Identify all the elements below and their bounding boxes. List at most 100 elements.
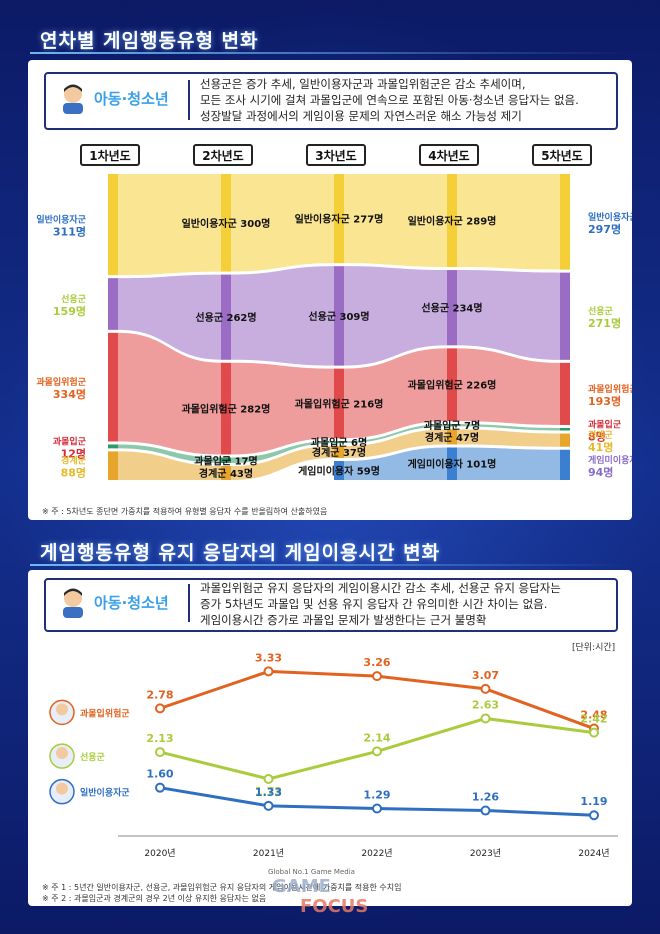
sankey-flows: [118, 174, 560, 480]
sankey-node: [447, 348, 457, 422]
data-point: [589, 727, 599, 738]
watermark-tagline: Global No.1 Game Media: [268, 868, 355, 876]
sankey-node-label: 게임미이용자 59명: [298, 465, 380, 478]
section1-desc-line-1: 선용군은 증가 추세, 일반이용자군과 과몰입위험군은 감소 추세이며,: [200, 77, 526, 91]
sankey-node: [560, 427, 570, 431]
sankey-side-value: 297명: [588, 222, 621, 236]
sankey-flow: [231, 174, 334, 272]
data-label: 1.60: [146, 768, 173, 781]
sankey-node: [221, 466, 231, 480]
sankey-node: [447, 424, 457, 427]
sankey-node-label: 선용군 262명: [195, 311, 256, 324]
data-point: [372, 671, 382, 682]
child-avatar-icon: [63, 84, 83, 114]
section1-desc-line-3: 성장발달 과정에서의 게임이용 문제의 자연스러운 해소 가능성 제기: [200, 109, 522, 123]
section2-title-underline: [30, 564, 630, 566]
x-tick-label: 2022년: [361, 848, 392, 859]
sankey-side-value: 88명: [61, 466, 86, 480]
sankey-side-value: 193명: [588, 394, 621, 408]
sankey-node-label: 과몰입군 7명: [424, 419, 480, 432]
data-point: [155, 747, 165, 758]
sankey-side-label: 과몰입위험군: [588, 383, 632, 395]
section1-badge-label: 아동·청소년: [94, 89, 169, 108]
watermark-brand-focus: FOCUS: [300, 896, 369, 917]
sankey-flow: [344, 429, 447, 459]
sankey-flow: [344, 348, 447, 439]
data-label: 1.19: [580, 795, 607, 808]
section1-description: 선용군은 증가 추세, 일반이용자군과 과몰입위험군은 감소 추세이며, 모든 …: [200, 76, 579, 124]
sankey-node-label: 게임미이용자 101명: [408, 458, 497, 471]
sankey-side-value: 311명: [53, 225, 86, 239]
year-tab-1: 1차년도: [80, 144, 140, 166]
sankey-side-value: 8명: [588, 429, 606, 443]
legend-label: 선용군: [80, 751, 106, 763]
x-tick-label: 2021년: [253, 848, 284, 859]
x-tick-label: 2020년: [144, 848, 175, 859]
sankey-side-label: 과몰입군: [53, 435, 87, 447]
sankey-flow: [457, 424, 560, 431]
sankey-node-label: 과몰입군 6명: [311, 436, 367, 449]
data-label: 1.29: [363, 789, 390, 802]
sankey-node: [108, 278, 118, 330]
sankey-node: [334, 461, 344, 480]
sankey-node-label: 경계군 43명: [199, 467, 253, 480]
sankey-node: [108, 332, 118, 442]
sankey-flow: [344, 266, 447, 366]
x-tick-label: 2023년: [470, 848, 501, 859]
data-label: 1.33: [255, 786, 282, 799]
sankey-side-label: 경계군: [588, 429, 614, 441]
sankey-node: [221, 457, 231, 464]
data-label: 2.63: [472, 698, 499, 711]
section2-badge-label: 아동·청소년: [94, 593, 169, 612]
sankey-node-label: 과몰입위험군 216명: [295, 397, 384, 410]
data-point: [480, 683, 491, 694]
sankey-node: [560, 174, 570, 270]
section2-badge: 아동·청소년: [58, 586, 169, 618]
sankey-node: [221, 274, 231, 360]
sankey-flow: [344, 447, 447, 480]
sankey-node: [221, 174, 231, 272]
child-avatar-icon: [63, 588, 83, 618]
sankey-side-value: 94명: [588, 465, 613, 479]
sankey-node: [334, 368, 344, 439]
sankey-node-label: 과몰입군 17명: [194, 454, 257, 467]
year-tab-2: 2차년도: [193, 144, 253, 166]
section1-intro-box: [44, 72, 618, 130]
sankey-node: [221, 362, 231, 455]
section2-desc-line-3: 게임이용시간 증가로 과몰입 문제가 발생한다는 근거 불명확: [200, 613, 487, 627]
sankey-side-value: 334명: [53, 387, 86, 401]
sankey-node-label: 경계군 47명: [425, 431, 479, 444]
data-point: [263, 800, 274, 811]
data-point: [372, 746, 382, 757]
sankey-node: [108, 174, 118, 276]
data-label: 3.07: [472, 669, 499, 682]
legend-avatar-face: [56, 703, 68, 716]
section2-desc-line-2: 증가 5차년도 과몰입 및 선용 유지 응답자 간 유의미한 시간 차이는 없음…: [200, 597, 548, 611]
section2-footnote-1: ※ 주 1 : 5년간 일반이용자군, 선용군, 과몰입위험군 유지 응답자의 …: [42, 883, 402, 892]
sankey-flow: [344, 424, 447, 444]
sankey-node-label: 선용군 234명: [421, 302, 482, 315]
sankey-flow: [231, 446, 334, 480]
sankey-flow: [457, 174, 560, 270]
section2-divider: [188, 584, 190, 622]
data-label: 3.26: [363, 656, 390, 669]
section2-title: 게임행동유형 유지 응답자의 게임이용시간 변화: [40, 542, 441, 564]
data-point: [480, 713, 491, 724]
section2-footnote-2: ※ 주 2 : 과몰입군과 경계군의 경우 2년 이상 유지한 응답자는 없음: [42, 894, 267, 903]
year-tab-4: 4차년도: [419, 144, 479, 166]
data-point: [263, 666, 274, 677]
sankey-flow: [118, 332, 221, 455]
sankey-node-label: 일반이용자군 289명: [408, 215, 497, 228]
sankey-side-value: 159명: [53, 304, 86, 318]
data-label: 3.33: [255, 651, 282, 664]
sankey-side-label: 선용군: [588, 305, 614, 317]
sankey-node-label: 경계군 37명: [312, 446, 366, 459]
section1-desc-line-2: 모든 조사 시기에 걸쳐 과몰입군에 연속으로 포함된 아동·청소년 응답자는 …: [200, 93, 579, 107]
section1-title: 연차별 게임행동유형 변화: [40, 30, 259, 52]
data-point: [155, 703, 165, 714]
sankey-flow: [457, 348, 560, 425]
sankey-flow: [457, 447, 560, 480]
data-label: 1.26: [472, 791, 499, 804]
sankey-node: [334, 441, 344, 444]
sankey-side-value: 12명: [61, 446, 86, 460]
